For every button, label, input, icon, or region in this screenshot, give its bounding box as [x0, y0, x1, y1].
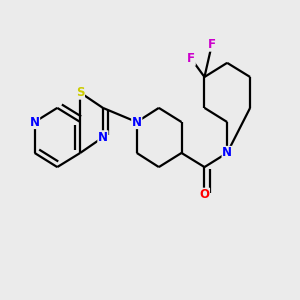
Text: N: N: [222, 146, 232, 159]
Text: O: O: [200, 188, 209, 201]
Text: N: N: [132, 116, 142, 128]
Text: N: N: [30, 116, 40, 128]
Text: F: F: [187, 52, 195, 65]
Text: N: N: [98, 131, 108, 144]
Text: F: F: [208, 38, 216, 51]
Text: S: S: [76, 86, 85, 99]
